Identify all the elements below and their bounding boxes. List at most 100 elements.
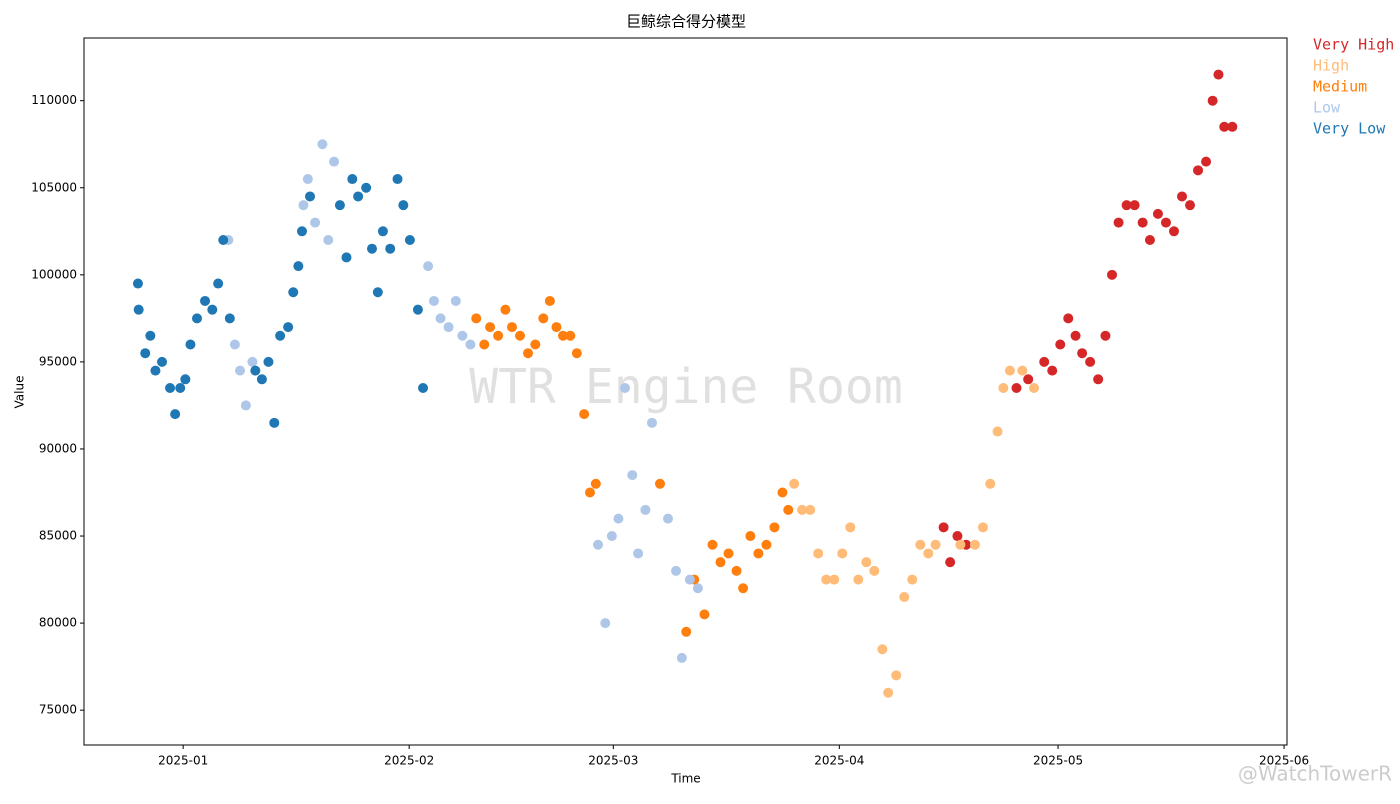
point: [777, 487, 788, 498]
point: [692, 583, 703, 594]
point: [140, 348, 151, 359]
point: [293, 261, 304, 272]
point: [1201, 156, 1212, 167]
point: [240, 400, 251, 411]
point: [1129, 200, 1140, 211]
point: [275, 330, 286, 341]
point: [133, 304, 144, 315]
point: [514, 330, 525, 341]
point: [1168, 226, 1179, 237]
point: [1063, 313, 1074, 324]
point: [213, 278, 224, 289]
point: [145, 330, 156, 341]
point: [571, 348, 582, 359]
point: [1085, 356, 1096, 367]
point: [1004, 365, 1015, 376]
point: [423, 261, 434, 272]
point: [435, 313, 446, 324]
point: [606, 531, 617, 542]
point: [288, 287, 299, 298]
point: [485, 322, 496, 333]
point: [723, 548, 734, 559]
x-tick-label: 2025-04: [814, 754, 864, 768]
credit-watermark: @WatchTowerR: [1238, 762, 1392, 786]
point: [952, 531, 963, 542]
point: [584, 487, 595, 498]
legend-entry: High: [1313, 57, 1349, 75]
point: [296, 226, 307, 237]
point: [676, 652, 687, 663]
point: [1177, 191, 1188, 202]
chart-title: 巨鲸综合得分模型: [626, 13, 746, 31]
point: [1113, 217, 1124, 228]
point: [915, 539, 926, 550]
point: [579, 409, 590, 420]
point: [353, 191, 364, 202]
point: [930, 539, 941, 550]
y-axis-label: Value: [13, 376, 27, 409]
legend-entry: Low: [1313, 99, 1341, 117]
point: [1213, 69, 1224, 80]
point: [180, 374, 191, 385]
point: [1047, 365, 1058, 376]
point: [783, 504, 794, 515]
point: [883, 687, 894, 698]
point: [377, 226, 388, 237]
point: [699, 609, 710, 620]
point: [938, 522, 949, 533]
point: [715, 557, 726, 568]
point: [1152, 208, 1163, 219]
y-tick-label: 105000: [31, 180, 77, 194]
x-axis-label: Time: [670, 772, 700, 786]
point: [150, 365, 161, 376]
x-tick-label: 2025-01: [158, 754, 208, 768]
legend-entry: Very Low: [1313, 120, 1386, 138]
point: [465, 339, 476, 350]
x-tick-label: 2025-03: [588, 754, 638, 768]
point: [1227, 121, 1238, 132]
point: [955, 539, 966, 550]
point: [471, 313, 482, 324]
point: [385, 243, 396, 254]
point: [361, 182, 372, 193]
point: [877, 644, 888, 655]
point: [753, 548, 764, 559]
point: [207, 304, 218, 315]
point: [218, 235, 229, 245]
plot-frame: [83, 37, 1288, 746]
legend-entry: Very High: [1313, 36, 1394, 54]
point: [1093, 374, 1104, 385]
point: [450, 295, 461, 306]
point: [663, 513, 674, 524]
point: [731, 565, 742, 576]
point: [1137, 217, 1148, 228]
point: [523, 348, 534, 359]
point: [305, 191, 316, 202]
y-tick-label: 95000: [39, 354, 77, 368]
point: [869, 565, 880, 576]
point: [761, 539, 772, 550]
point: [341, 252, 352, 263]
point: [593, 539, 604, 550]
point: [738, 583, 749, 594]
point: [398, 200, 409, 211]
point: [200, 295, 211, 306]
point: [1023, 374, 1034, 385]
point: [1070, 330, 1081, 341]
point: [627, 470, 638, 481]
point: [1121, 200, 1132, 211]
point: [633, 548, 644, 559]
point: [185, 339, 196, 350]
point: [1011, 383, 1022, 394]
point: [317, 139, 328, 150]
point: [805, 504, 816, 515]
point: [372, 287, 383, 298]
point: [769, 522, 780, 533]
point: [1193, 165, 1204, 176]
point: [829, 574, 840, 585]
point: [646, 417, 657, 428]
point: [1077, 348, 1088, 359]
point: [247, 356, 258, 367]
point: [224, 313, 235, 324]
